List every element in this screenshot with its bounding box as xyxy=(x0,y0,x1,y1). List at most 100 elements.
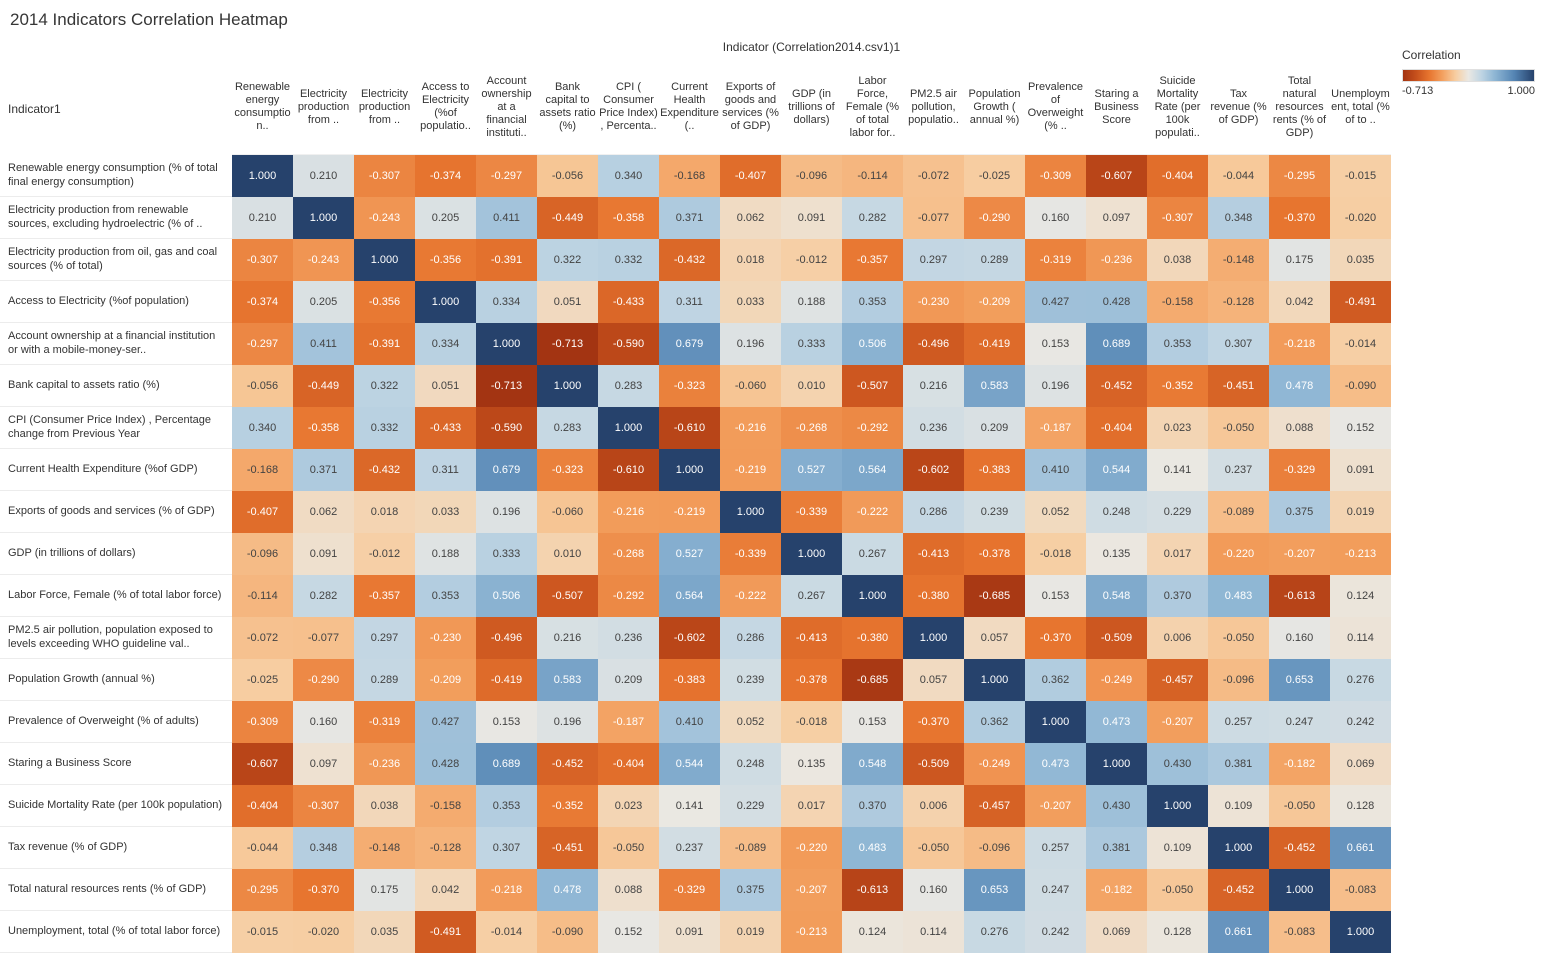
heatmap-cell[interactable]: 0.069 xyxy=(1330,743,1391,785)
heatmap-cell[interactable]: 0.097 xyxy=(1086,197,1147,239)
heatmap-cell[interactable]: -0.491 xyxy=(415,911,476,953)
heatmap-cell[interactable]: -0.090 xyxy=(1330,365,1391,407)
heatmap-cell[interactable]: -0.407 xyxy=(232,491,293,533)
heatmap-cell[interactable]: -0.207 xyxy=(1147,701,1208,743)
heatmap-cell[interactable]: -0.339 xyxy=(781,491,842,533)
heatmap-cell[interactable]: 0.297 xyxy=(903,239,964,281)
heatmap-cell[interactable]: -0.216 xyxy=(598,491,659,533)
heatmap-cell[interactable]: 0.210 xyxy=(293,155,354,197)
heatmap-cell[interactable]: -0.590 xyxy=(476,407,537,449)
heatmap-cell[interactable]: 0.653 xyxy=(1269,659,1330,701)
heatmap-cell[interactable]: 0.411 xyxy=(476,197,537,239)
heatmap-cell[interactable]: 0.175 xyxy=(354,869,415,911)
heatmap-cell[interactable]: 0.289 xyxy=(354,659,415,701)
row-label[interactable]: Access to Electricity (%of population) xyxy=(0,281,232,323)
heatmap-cell[interactable]: 1.000 xyxy=(354,239,415,281)
heatmap-cell[interactable]: -0.319 xyxy=(1025,239,1086,281)
heatmap-cell[interactable]: -0.216 xyxy=(720,407,781,449)
heatmap-cell[interactable]: 0.370 xyxy=(842,785,903,827)
column-header[interactable]: Total natural resources rents (% of GDP) xyxy=(1272,74,1327,139)
heatmap-cell[interactable]: 0.114 xyxy=(1330,617,1391,659)
heatmap-cell[interactable]: -0.230 xyxy=(903,281,964,323)
column-header[interactable]: Population Growth ( annual %) xyxy=(968,87,1021,126)
row-label[interactable]: CPI (Consumer Price Index) , Percentage … xyxy=(0,407,232,449)
heatmap-cell[interactable]: -0.012 xyxy=(781,239,842,281)
heatmap-cell[interactable]: -0.089 xyxy=(1208,491,1269,533)
heatmap-cell[interactable]: 1.000 xyxy=(964,659,1025,701)
heatmap-cell[interactable]: 0.229 xyxy=(1147,491,1208,533)
heatmap-cell[interactable]: 0.257 xyxy=(1208,701,1269,743)
heatmap-cell[interactable]: -0.590 xyxy=(598,323,659,365)
heatmap-cell[interactable]: 0.473 xyxy=(1086,701,1147,743)
column-header[interactable]: Labor Force, Female (% of total labor fo… xyxy=(845,74,900,139)
row-label[interactable]: Total natural resources rents (% of GDP) xyxy=(0,869,232,911)
heatmap-cell[interactable]: -0.607 xyxy=(1086,155,1147,197)
heatmap-cell[interactable]: -0.044 xyxy=(232,827,293,869)
heatmap-cell[interactable]: -0.168 xyxy=(232,449,293,491)
heatmap-cell[interactable]: -0.209 xyxy=(415,659,476,701)
heatmap-cell[interactable]: 0.210 xyxy=(232,197,293,239)
heatmap-cell[interactable]: -0.128 xyxy=(415,827,476,869)
heatmap-cell[interactable]: 0.353 xyxy=(842,281,903,323)
heatmap-cell[interactable]: 0.289 xyxy=(964,239,1025,281)
heatmap-cell[interactable]: -0.404 xyxy=(1147,155,1208,197)
heatmap-cell[interactable]: 0.322 xyxy=(537,239,598,281)
heatmap-cell[interactable]: 0.135 xyxy=(1086,533,1147,575)
heatmap-cell[interactable]: -0.096 xyxy=(232,533,293,575)
heatmap-cell[interactable]: 0.478 xyxy=(1269,365,1330,407)
heatmap-cell[interactable]: 0.334 xyxy=(476,281,537,323)
heatmap-cell[interactable]: -0.014 xyxy=(1330,323,1391,365)
heatmap-cell[interactable]: -0.352 xyxy=(1147,365,1208,407)
heatmap-cell[interactable]: -0.020 xyxy=(1330,197,1391,239)
heatmap-cell[interactable]: 1.000 xyxy=(1330,911,1391,953)
heatmap-cell[interactable]: 0.196 xyxy=(537,701,598,743)
heatmap-cell[interactable]: 0.307 xyxy=(1208,323,1269,365)
heatmap-cell[interactable]: -0.307 xyxy=(293,785,354,827)
heatmap-cell[interactable]: -0.268 xyxy=(781,407,842,449)
heatmap-cell[interactable]: -0.404 xyxy=(598,743,659,785)
row-label[interactable]: Population Growth (annual %) xyxy=(0,659,232,701)
heatmap-cell[interactable]: 0.527 xyxy=(781,449,842,491)
heatmap-cell[interactable]: 0.370 xyxy=(1147,575,1208,617)
row-label[interactable]: Account ownership at a financial institu… xyxy=(0,323,232,365)
heatmap-cell[interactable]: 0.239 xyxy=(720,659,781,701)
heatmap-cell[interactable]: -0.407 xyxy=(720,155,781,197)
heatmap-cell[interactable]: -0.613 xyxy=(1269,575,1330,617)
column-header[interactable]: Electricity production from .. xyxy=(358,87,411,126)
heatmap-cell[interactable]: 0.427 xyxy=(415,701,476,743)
heatmap-cell[interactable]: 1.000 xyxy=(781,533,842,575)
heatmap-cell[interactable]: -0.089 xyxy=(720,827,781,869)
column-header[interactable]: Suicide Mortality Rate (per 100k populat… xyxy=(1154,74,1201,139)
heatmap-cell[interactable]: 0.410 xyxy=(1025,449,1086,491)
heatmap-cell[interactable]: -0.374 xyxy=(415,155,476,197)
heatmap-cell[interactable]: 0.689 xyxy=(476,743,537,785)
column-header[interactable]: PM2.5 air pollution, populatio.. xyxy=(908,87,959,126)
heatmap-cell[interactable]: -0.148 xyxy=(354,827,415,869)
heatmap-cell[interactable]: 0.160 xyxy=(1269,617,1330,659)
heatmap-cell[interactable]: 0.051 xyxy=(415,365,476,407)
heatmap-cell[interactable]: 0.679 xyxy=(659,323,720,365)
heatmap-cell[interactable]: 1.000 xyxy=(1208,827,1269,869)
heatmap-cell[interactable]: -0.114 xyxy=(232,575,293,617)
heatmap-cell[interactable]: -0.319 xyxy=(354,701,415,743)
heatmap-cell[interactable]: 0.583 xyxy=(537,659,598,701)
heatmap-cell[interactable]: 0.153 xyxy=(842,701,903,743)
heatmap-cell[interactable]: -0.433 xyxy=(598,281,659,323)
row-label[interactable]: Staring a Business Score xyxy=(0,743,232,785)
heatmap-cell[interactable]: 0.128 xyxy=(1147,911,1208,953)
heatmap-cell[interactable]: 0.057 xyxy=(903,659,964,701)
heatmap-cell[interactable]: 0.427 xyxy=(1025,281,1086,323)
heatmap-cell[interactable]: -0.713 xyxy=(537,323,598,365)
heatmap-cell[interactable]: 0.237 xyxy=(659,827,720,869)
row-label[interactable]: Exports of goods and services (% of GDP) xyxy=(0,491,232,533)
heatmap-cell[interactable]: 0.371 xyxy=(659,197,720,239)
heatmap-cell[interactable]: -0.060 xyxy=(537,491,598,533)
heatmap-cell[interactable]: -0.419 xyxy=(476,659,537,701)
heatmap-cell[interactable]: 0.010 xyxy=(537,533,598,575)
heatmap-cell[interactable]: -0.290 xyxy=(293,659,354,701)
heatmap-cell[interactable]: 1.000 xyxy=(293,197,354,239)
heatmap-cell[interactable]: -0.358 xyxy=(598,197,659,239)
heatmap-cell[interactable]: 0.548 xyxy=(1086,575,1147,617)
heatmap-cell[interactable]: -0.391 xyxy=(354,323,415,365)
heatmap-cell[interactable]: -0.249 xyxy=(1086,659,1147,701)
